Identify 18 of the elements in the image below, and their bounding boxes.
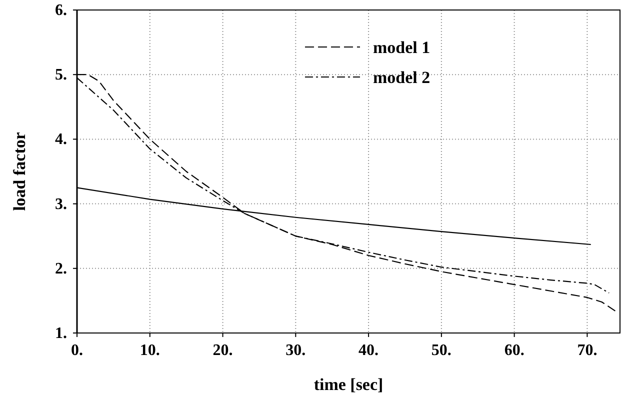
- y-tick-label: 1.: [55, 325, 67, 342]
- x-tick-label: 0.: [71, 342, 83, 359]
- x-axis-title: time [sec]: [314, 375, 384, 394]
- y-tick-label: 3.: [55, 196, 67, 213]
- x-tick-label: 50.: [431, 342, 452, 359]
- legend-label: model 1: [373, 38, 430, 57]
- x-tick-label: 60.: [504, 342, 524, 359]
- x-tick-label: 70.: [577, 342, 598, 359]
- legend-label: model 2: [373, 68, 430, 87]
- x-tick-label: 20.: [212, 342, 233, 359]
- y-tick-label: 4.: [55, 131, 67, 148]
- x-tick-label: 30.: [286, 342, 306, 359]
- y-tick-label: 2.: [55, 260, 67, 278]
- y-axis-title: load factor: [10, 132, 29, 211]
- y-tick-label: 5.: [55, 66, 67, 84]
- x-tick-label: 10.: [140, 342, 160, 359]
- y-tick-label: 6.: [55, 2, 67, 19]
- x-tick-label: 40.: [358, 342, 379, 359]
